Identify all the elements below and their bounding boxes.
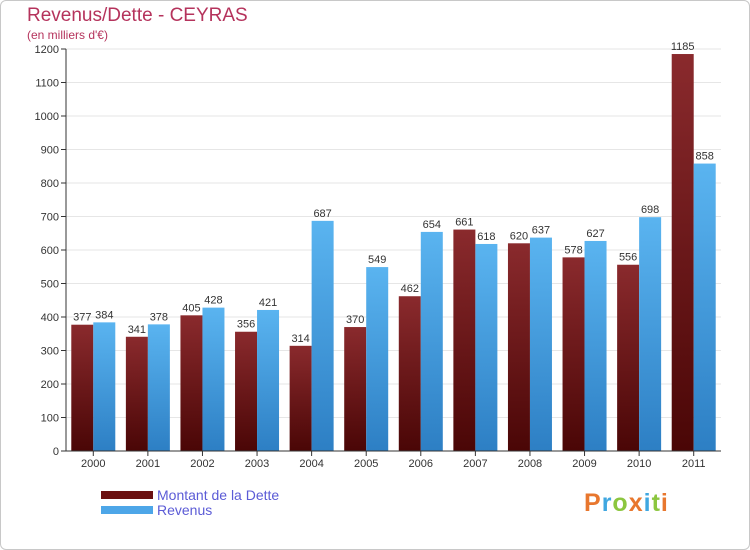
data-label-revenue: 384	[95, 309, 113, 321]
x-tick-label: 2004	[299, 458, 323, 470]
data-label-debt: 620	[510, 230, 528, 242]
legend-label-debt: Montant de la Dette	[157, 486, 280, 503]
data-label-debt: 1185	[671, 41, 695, 53]
data-label-revenue: 654	[423, 219, 441, 231]
y-tick-label: 600	[41, 245, 59, 257]
x-tick-label: 2010	[627, 458, 651, 470]
data-label-debt: 356	[237, 319, 255, 331]
bar-revenue	[93, 322, 116, 451]
bar-revenue	[693, 163, 716, 451]
bar-debt	[453, 229, 476, 451]
legend: Montant de la Dette Revenus	[101, 486, 280, 518]
data-label-revenue: 421	[259, 297, 277, 309]
bar-debt	[562, 257, 585, 451]
data-label-revenue: 687	[313, 208, 331, 220]
legend-item-revenue: Revenus	[101, 501, 279, 518]
y-tick-label: 1100	[35, 78, 59, 90]
y-tick-label: 300	[41, 346, 59, 358]
y-tick-label: 800	[41, 178, 59, 190]
data-label-debt: 341	[128, 324, 146, 336]
x-tick-label: 2001	[136, 458, 160, 470]
bar-revenue	[311, 220, 334, 451]
bar-revenue	[639, 217, 662, 451]
y-tick-label: 400	[41, 312, 59, 324]
data-label-revenue: 549	[368, 254, 386, 266]
x-tick-label: 2007	[463, 458, 487, 470]
bar-debt	[398, 296, 421, 451]
bar-revenue	[475, 243, 498, 451]
data-label-revenue: 858	[696, 151, 714, 163]
bar-revenue	[147, 324, 170, 451]
legend-label-revenue: Revenus	[157, 501, 213, 518]
y-tick-label: 200	[41, 379, 59, 391]
bar-debt	[671, 54, 694, 452]
chart-title: Revenus/Dette - CEYRAS	[27, 5, 248, 26]
y-tick-label: 900	[41, 145, 59, 157]
data-label-debt: 314	[291, 333, 309, 345]
data-label-debt: 370	[346, 314, 364, 326]
bar-debt	[180, 315, 203, 451]
y-tick-label: 100	[41, 413, 59, 425]
data-label-revenue: 698	[641, 204, 659, 216]
x-tick-label: 2000	[81, 458, 105, 470]
data-label-revenue: 618	[477, 231, 495, 243]
bar-debt	[344, 327, 367, 451]
y-tick-label: 1200	[35, 44, 59, 56]
bar-debt	[235, 331, 258, 451]
data-label-revenue: 378	[150, 311, 168, 323]
x-tick-label: 2011	[682, 458, 706, 470]
chart-subtitle: (en milliers d'€)	[27, 28, 108, 42]
x-tick-label: 2003	[245, 458, 269, 470]
y-tick-label: 0	[53, 446, 59, 458]
data-label-debt: 661	[455, 217, 473, 229]
x-tick-label: 2008	[518, 458, 542, 470]
bar-revenue	[257, 309, 280, 451]
data-label-debt: 462	[401, 283, 419, 295]
proxiti-logo: Proxiti	[584, 489, 669, 517]
x-tick-label: 2005	[354, 458, 378, 470]
bar-debt	[125, 336, 148, 451]
data-label-debt: 405	[182, 302, 200, 314]
x-tick-label: 2006	[409, 458, 433, 470]
bar-debt	[617, 264, 640, 451]
bar-revenue	[584, 240, 607, 451]
y-tick-label: 700	[41, 212, 59, 224]
data-label-debt: 377	[73, 312, 91, 324]
bar-debt	[71, 324, 94, 451]
legend-swatch-debt	[101, 490, 153, 499]
y-tick-label: 500	[41, 279, 59, 291]
bar-debt	[289, 345, 312, 451]
data-label-revenue: 637	[532, 225, 550, 237]
data-label-debt: 578	[564, 244, 582, 256]
bar-revenue	[529, 237, 552, 451]
x-tick-label: 2009	[572, 458, 596, 470]
data-label-revenue: 627	[586, 228, 604, 240]
bar-revenue	[202, 307, 225, 451]
legend-swatch-revenue	[101, 505, 153, 514]
bar-revenue	[420, 231, 443, 451]
data-label-debt: 556	[619, 252, 637, 264]
bar-revenue	[366, 267, 389, 451]
legend-item-debt: Montant de la Dette	[101, 486, 280, 503]
y-tick-label: 1000	[35, 111, 59, 123]
bar-debt	[507, 243, 530, 451]
x-tick-label: 2002	[190, 458, 214, 470]
data-label-revenue: 428	[204, 295, 222, 307]
